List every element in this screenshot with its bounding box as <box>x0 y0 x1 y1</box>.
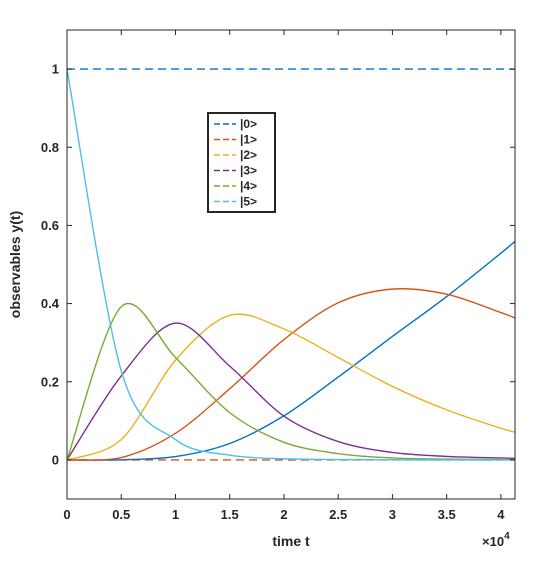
legend-label-2: |2> <box>240 148 257 162</box>
legend-label-0: |0> <box>240 117 257 131</box>
x-tick-label: 0 <box>63 507 70 522</box>
x-axis-title: time t <box>272 533 310 549</box>
y-tick-label: 0.6 <box>41 218 59 233</box>
series-group <box>67 68 515 461</box>
x-tick-label: 1 <box>172 507 179 522</box>
x-exponent-label: ×104 <box>482 531 510 549</box>
legend: |0> |1>|2> |3>|4> |5> <box>207 112 276 213</box>
x-exponent-power: 4 <box>504 531 510 542</box>
x-exponent-base: ×10 <box>482 534 504 549</box>
series-line-0 <box>67 240 515 461</box>
axes-box <box>66 29 516 500</box>
x-tick-label: 4 <box>497 507 505 522</box>
x-tick-label: 2.5 <box>329 507 347 522</box>
x-tick-label: 3.5 <box>438 507 456 522</box>
series-line-4 <box>67 303 515 461</box>
x-tick-label: 0.5 <box>112 507 130 522</box>
series-line-2 <box>67 313 515 461</box>
series-line-1 <box>67 288 515 461</box>
x-tick-label: 2 <box>280 507 287 522</box>
legend-label-4: |4> <box>240 179 257 193</box>
x-tick-label: 3 <box>389 507 396 522</box>
y-tick-label: 1 <box>52 62 59 77</box>
legend-label-5: |5> <box>240 195 257 209</box>
legend-box <box>207 112 276 213</box>
x-tick-label: 1.5 <box>221 507 239 522</box>
y-tick-label: 0.8 <box>41 140 59 155</box>
y-axis-title: observables y(t) <box>7 211 23 318</box>
y-tick-label: 0.2 <box>41 374 59 389</box>
y-tick-label: 0 <box>52 452 59 467</box>
legend-label-3: |3> <box>240 164 257 178</box>
legend-label-1: |1> <box>240 133 257 147</box>
y-tick-label: 0.4 <box>41 296 60 311</box>
plot-area <box>67 68 515 461</box>
series-line-3 <box>67 322 515 461</box>
series-line-5 <box>67 68 515 461</box>
axes: 0 0.5 1 1.5 2 2.5 3 3.5 4 0 0.2 0.4 0.6 0.8 1 time t obs… <box>7 29 516 549</box>
